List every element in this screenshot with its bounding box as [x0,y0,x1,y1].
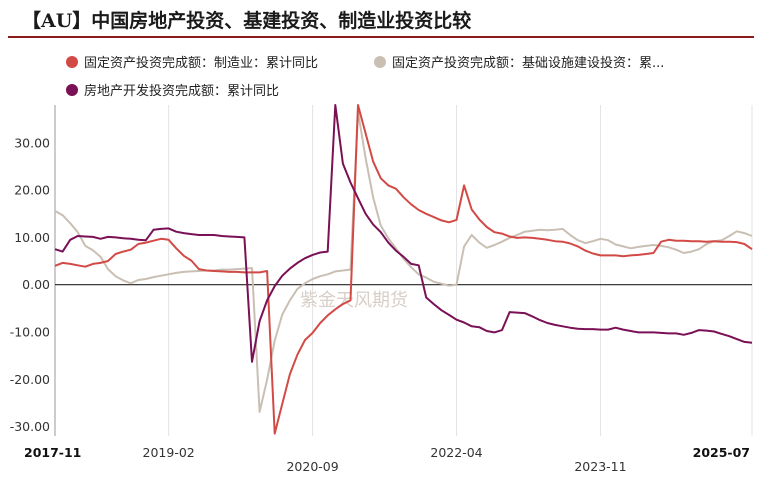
x-tick-label: 2023-11 [574,459,626,474]
legend-item-manufacturing[interactable]: 固定资产投资完成额：制造业：累计同比 [66,52,318,71]
y-tick-label: -20.00 [10,372,50,387]
chart-title: 【AU】中国房地产投资、基建投资、制造业投资比较 [22,10,472,32]
x-tick-label: 2017-11 [24,445,81,460]
grid-lines [54,105,753,436]
x-tick-label: 2022-04 [430,445,482,460]
legend-label-real-estate: 房地产开发投资完成额：累计同比 [84,84,280,99]
legend-item-infrastructure[interactable]: 固定资产投资完成额：基础设施建设投资：累... [374,52,664,71]
series-line-0 [54,104,753,435]
legend-label-manufacturing: 固定资产投资完成额：制造业：累计同比 [84,56,319,71]
y-tick-label: 30.00 [14,135,50,150]
legend-item-real-estate[interactable]: 房地产开发投资完成额：累计同比 [66,80,279,99]
y-tick-label: -30.00 [10,419,50,434]
legend-label-infrastructure: 固定资产投资完成额：基础设施建设投资：累... [392,56,665,71]
y-tick-label: 20.00 [14,183,50,198]
watermark: 紫金天风期货 [300,290,408,311]
y-tick-label: -10.00 [10,324,50,339]
title-rule [8,36,754,38]
y-tick-label: 0.00 [22,277,50,292]
series-lines [54,104,753,435]
x-tick-label: 2019-02 [143,445,195,460]
legend-dot-real-estate [66,83,78,96]
x-axis-ticks: 2017-11 2019-02 2020-09 2022-04 2023-11 2025-… [24,445,750,474]
x-tick-label: 2020-09 [286,459,338,474]
legend-dot-infrastructure [374,55,386,68]
series-line-1 [54,110,753,413]
x-tick-label: 2025-07 [693,445,750,460]
y-tick-label: 10.00 [14,230,50,245]
y-axis-ticks: 30.00 20.00 10.00 0.00 -10.00 -20.00 -30.00 [10,135,50,434]
legend-dot-manufacturing [66,55,78,68]
series-line-2 [54,104,753,363]
